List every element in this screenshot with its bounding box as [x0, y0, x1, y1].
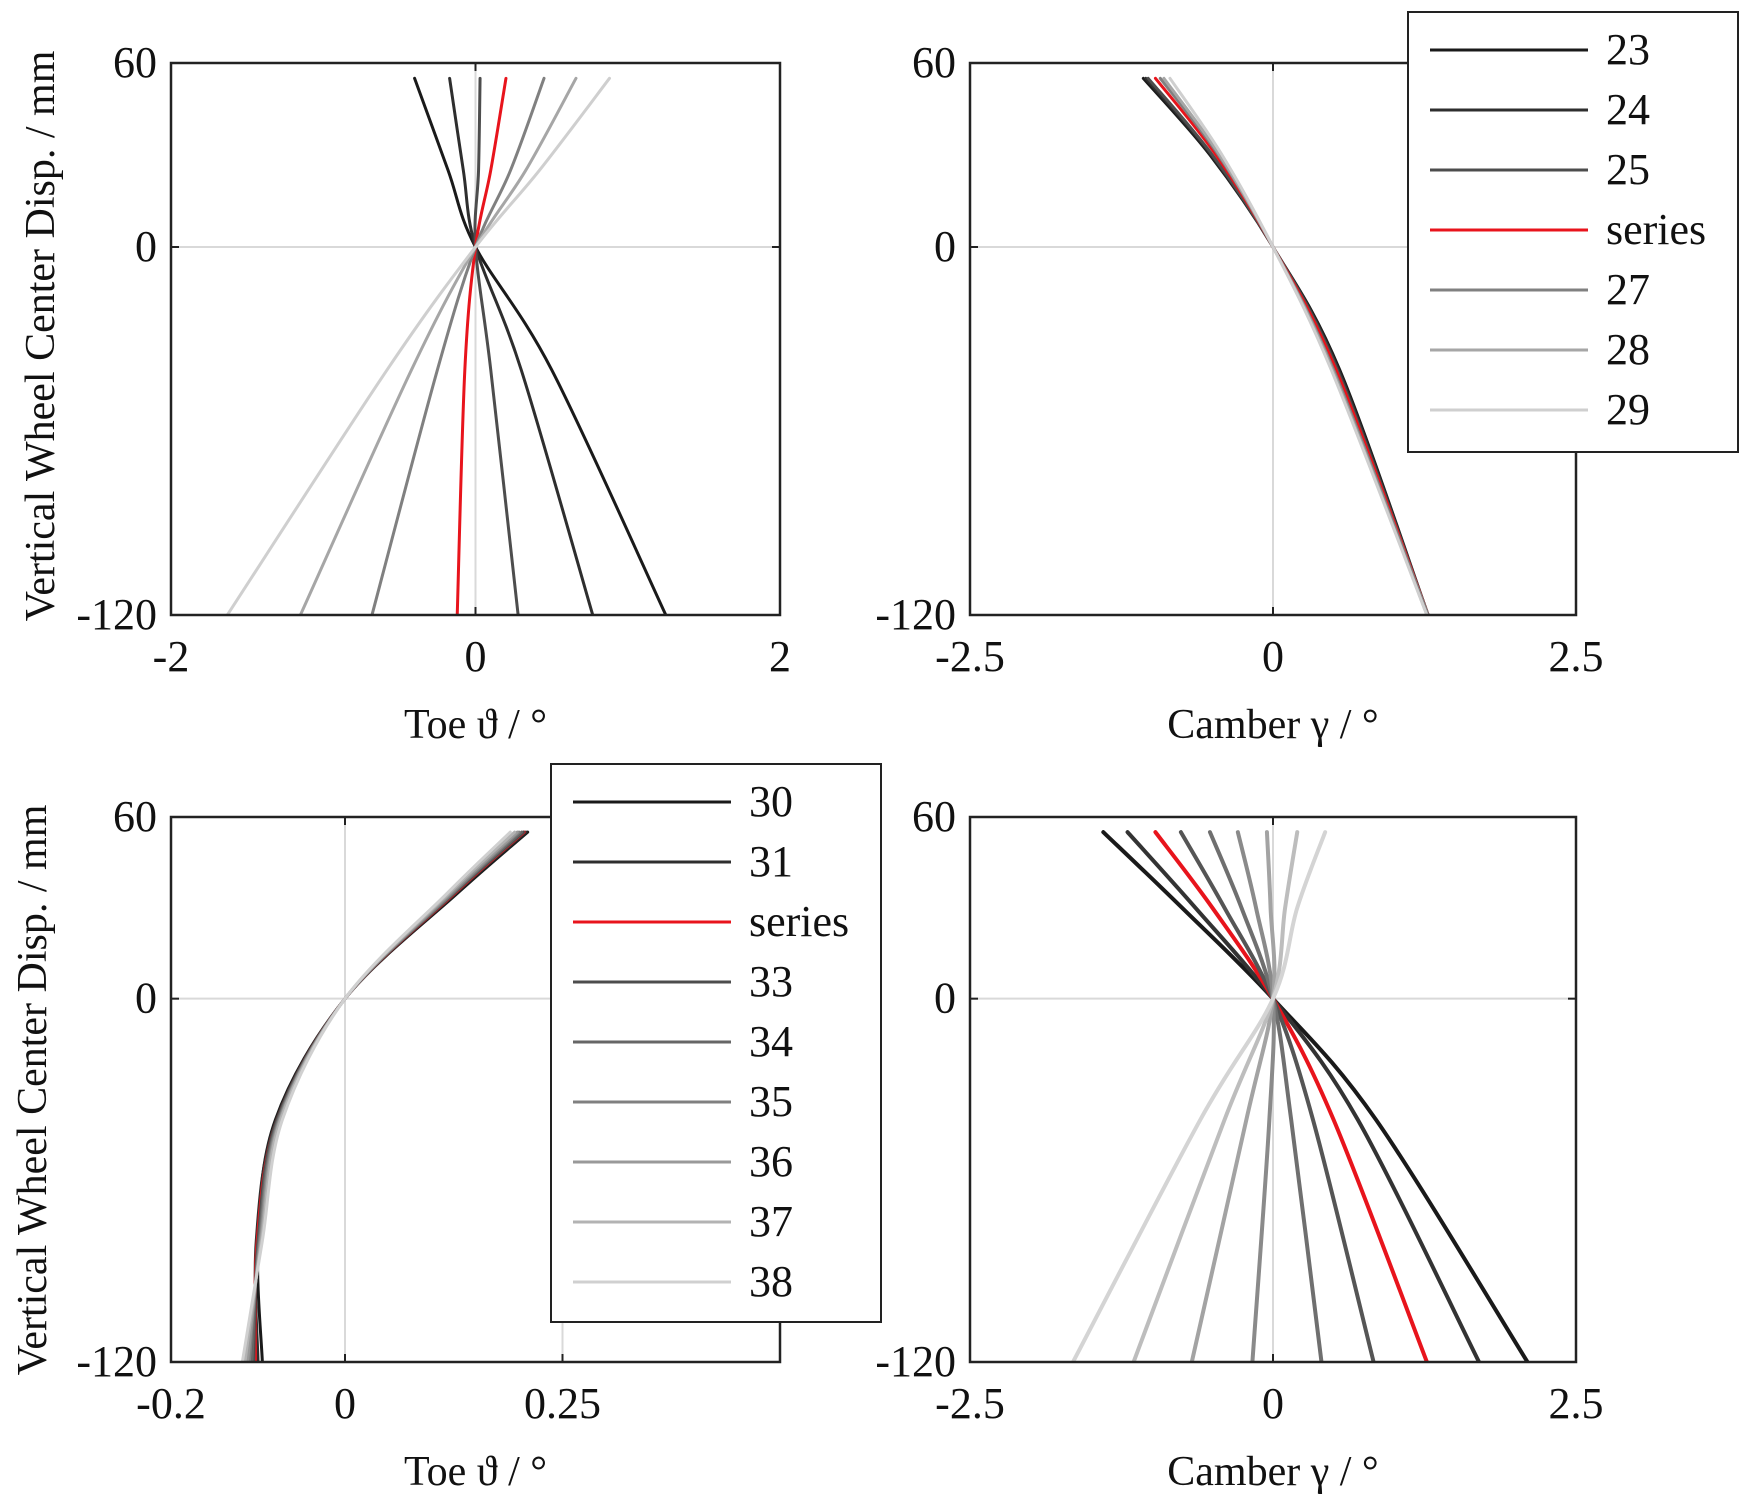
y-tick-label: 60 — [113, 38, 157, 87]
series-line-27 — [1158, 76, 1430, 615]
series-line-38 — [240, 830, 512, 1362]
series-line-28 — [1162, 76, 1429, 615]
series-line-34 — [1207, 830, 1324, 1362]
series-line-28 — [298, 76, 578, 615]
series-line-series — [253, 830, 526, 1362]
series-line-33 — [252, 830, 525, 1362]
legend-label-30: 30 — [749, 777, 793, 826]
y-tick-label: 0 — [934, 222, 956, 271]
x-tick-label: -2.5 — [935, 632, 1005, 681]
y-axis-label-top: Vertical Wheel Center Disp. / mm — [18, 50, 64, 621]
legend-label-series: series — [749, 897, 849, 946]
legend-label-37: 37 — [749, 1197, 793, 1246]
series-lines — [240, 830, 530, 1362]
y-tick-label: 0 — [934, 974, 956, 1023]
legend: 23 24 25 series 27 28 29 — [1407, 11, 1739, 453]
series-line-31 — [1125, 830, 1482, 1362]
y-axis-label-bottom: Vertical Wheel Center Disp. / mm — [10, 804, 56, 1375]
y-tick-label: -120 — [875, 590, 956, 639]
series-line-30 — [1101, 830, 1530, 1362]
x-tick-label: -2.5 — [935, 1379, 1005, 1428]
y-tick-label: 0 — [135, 222, 157, 271]
legend-label-36: 36 — [749, 1137, 793, 1186]
series-line-29 — [1168, 76, 1429, 615]
series-line-24 — [448, 76, 595, 615]
x-axis-label: Toe ϑ / ° — [404, 1449, 547, 1495]
series-lines — [225, 76, 668, 615]
x-tick-label: 0 — [1262, 1379, 1284, 1428]
series-line-33 — [1178, 830, 1376, 1362]
chart-panel-top-left: -2 0 2 -120 0 60 Toe ϑ / ° — [76, 38, 791, 748]
legend-label-23: 23 — [1606, 25, 1650, 74]
series-lines — [1071, 830, 1530, 1362]
y-tick-label: 60 — [113, 792, 157, 841]
x-tick-label: 0 — [1262, 632, 1284, 681]
x-tick-label: 2.5 — [1549, 1379, 1604, 1428]
y-tick-label: 0 — [135, 974, 157, 1023]
legend-label-31: 31 — [749, 837, 793, 886]
series-line-37 — [1131, 830, 1300, 1362]
legend-label-33: 33 — [749, 957, 793, 1006]
series-line-series — [1153, 76, 1430, 615]
x-axis-label: Camber γ / ° — [1167, 702, 1378, 748]
legend-label-27: 27 — [1606, 265, 1650, 314]
y-tick-label: 60 — [912, 792, 956, 841]
y-tick-label: -120 — [76, 1337, 157, 1386]
x-tick-label: -2 — [153, 632, 190, 681]
chart-panel-bottom-right: -2.5 0 2.5 -120 0 60 Camber γ / ° — [875, 792, 1603, 1495]
series-line-31 — [253, 830, 528, 1362]
series-line-23 — [413, 76, 668, 615]
series-line-25 — [1146, 76, 1430, 615]
x-axis-label: Camber γ / ° — [1167, 1449, 1378, 1495]
series-line-27 — [370, 76, 546, 615]
legend-label-35: 35 — [749, 1077, 793, 1126]
series-line-38 — [1071, 830, 1328, 1362]
series-lines — [1141, 76, 1430, 615]
legend-label-34: 34 — [749, 1017, 793, 1066]
series-line-series — [455, 76, 508, 615]
x-axis-label: Toe ϑ / ° — [404, 702, 547, 748]
series-line-25 — [473, 76, 520, 615]
legend-label-28: 28 — [1606, 325, 1650, 374]
legend-label-25: 25 — [1606, 145, 1650, 194]
legend-label-29: 29 — [1606, 385, 1650, 434]
x-tick-label: -0.2 — [136, 1379, 206, 1428]
x-tick-label: 0.25 — [524, 1379, 601, 1428]
series-line-30 — [256, 830, 530, 1362]
series-line-series — [1153, 830, 1429, 1362]
y-tick-label: 60 — [912, 38, 956, 87]
x-tick-label: 0 — [334, 1379, 356, 1428]
series-line-29 — [225, 76, 611, 615]
y-tick-label: -120 — [76, 590, 157, 639]
series-line-35 — [1235, 830, 1276, 1362]
series-line-23 — [1141, 76, 1430, 615]
legend-label-38: 38 — [749, 1257, 793, 1306]
legend-label-24: 24 — [1606, 85, 1650, 134]
legend-box — [1407, 11, 1739, 453]
legend: 30 31 series 33 34 35 36 37 38 — [550, 763, 882, 1323]
y-tick-label: -120 — [875, 1337, 956, 1386]
x-tick-label: 2 — [769, 632, 791, 681]
legend-label-series: series — [1606, 205, 1706, 254]
series-line-24 — [1144, 76, 1430, 615]
series-line-36 — [1189, 830, 1277, 1362]
x-tick-label: 0 — [465, 632, 487, 681]
x-tick-label: 2.5 — [1549, 632, 1604, 681]
